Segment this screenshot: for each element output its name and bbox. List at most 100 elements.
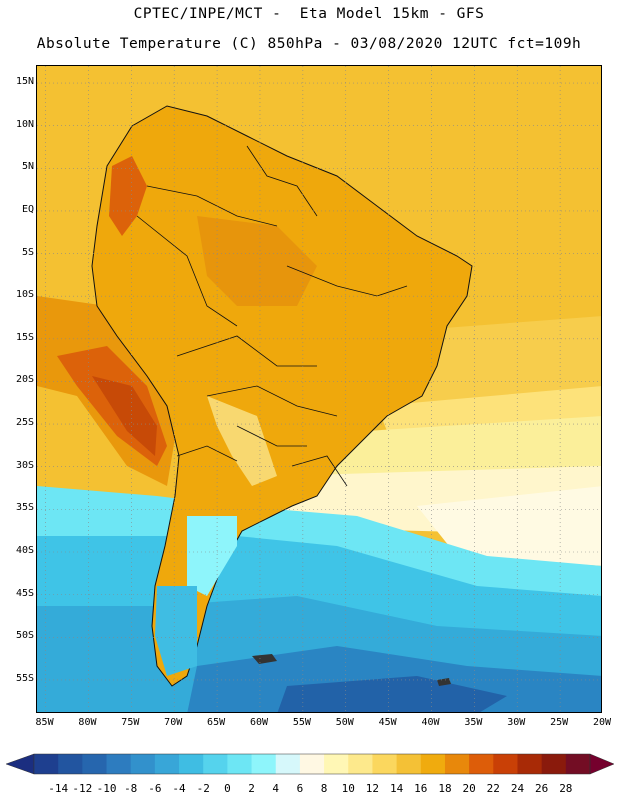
border-line: [176, 445, 238, 462]
longitude-tick-label: 25W: [550, 717, 569, 728]
border-line: [286, 265, 408, 297]
colorbar-swatch: [396, 754, 422, 774]
field-pacific-very-hot: [92, 376, 157, 456]
colorbar-over-arrow: [589, 753, 615, 775]
latitude-tick-label: 40S: [15, 545, 34, 556]
longitude-tick-label: 60W: [249, 717, 268, 728]
colorbar-tick-label: -14: [48, 782, 69, 795]
field-coldest-band: [277, 676, 507, 712]
colorbar-tick-label: 10: [341, 782, 355, 795]
colorbar-tick-label: -2: [196, 782, 210, 795]
latitude-tick-label: 5S: [21, 246, 34, 258]
colorbar-swatch: [275, 754, 301, 774]
longitude-tick-label: 20W: [592, 717, 612, 728]
map-gridlines: [37, 66, 601, 712]
colorbar-tick-label: 26: [535, 782, 549, 795]
colorbar-swatch: [106, 754, 132, 774]
colorbar-tick-label: 28: [559, 782, 573, 795]
colorbar-tick-label: 12: [365, 782, 380, 795]
colorbar-tick-label: -8: [124, 782, 138, 795]
latitude-tick-label: 10N: [15, 118, 34, 130]
colorbar-swatch: [154, 754, 180, 774]
longitude-tick-label: 45W: [378, 717, 397, 728]
field-patagonia-cool: [187, 516, 237, 596]
latitude-tick-label: 45S: [15, 587, 34, 599]
colorbar-swatch: [324, 754, 349, 774]
border-line: [246, 145, 318, 217]
latitude-tick-label: EQ: [21, 203, 34, 215]
colorbar-tick-label: 14: [389, 782, 404, 795]
longitude-tick-label: 35W: [464, 717, 483, 728]
latitude-tick-label: 25S: [15, 417, 34, 429]
colorbar-swatch: [227, 754, 253, 774]
colorbar-swatch: [348, 754, 373, 774]
longitude-tick-label: 50W: [335, 717, 354, 728]
colorbar-swatch: [469, 754, 494, 774]
colorbar-frame: [33, 753, 591, 775]
colorbar-swatch: [517, 754, 543, 774]
colorbar-swatch: [82, 754, 108, 774]
longitude-tick-label: 70W: [164, 717, 183, 728]
border-line: [206, 385, 338, 417]
latitude-tick-label: 30S: [15, 459, 34, 471]
colorbar-swatch: [58, 754, 83, 774]
latitude-tick-label: 35S: [15, 502, 34, 514]
border-line: [136, 215, 238, 327]
falkland-islands: [252, 654, 277, 664]
field-amazon-warm: [197, 216, 317, 306]
colorbar-tick-label: 24: [510, 782, 525, 795]
colorbar-swatch: [420, 754, 446, 774]
field-andes-hot: [109, 156, 147, 236]
colorbar-tick-label: 0: [224, 782, 231, 795]
colorbar-under-arrow: [5, 753, 35, 775]
temperature-map: [36, 65, 602, 713]
latitude-tick-label: 5N: [21, 161, 34, 173]
latitude-tick-label: 50S: [15, 630, 34, 642]
colorbar-swatch: [299, 754, 325, 774]
south-georgia-island: [437, 678, 451, 686]
chart-title-line-1: CPTEC/INPE/MCT - Eta Model 15km - GFS: [133, 6, 485, 22]
colorbar-tick-label: -10: [96, 782, 117, 795]
border-line: [291, 455, 348, 487]
colorbar-tick-label: 16: [414, 782, 428, 795]
colorbar-tick-label: 20: [462, 782, 476, 795]
colorbar-tick-label: 22: [486, 782, 500, 795]
longitude-tick-label: 80W: [78, 717, 97, 728]
latitude-tick-label: 20S: [15, 374, 34, 386]
colorbar-tick-label: -12: [72, 782, 93, 795]
colorbar-tick-label: -6: [148, 782, 162, 795]
latitude-tick-label: 10S: [15, 289, 34, 301]
colorbar-swatch: [565, 754, 591, 774]
field-pale-band: [417, 486, 601, 566]
colorbar-tick-label: 6: [296, 782, 304, 795]
colorbar-swatch: [251, 754, 277, 774]
colorbar-swatch: [493, 754, 518, 774]
colorbar-swatch: [444, 754, 470, 774]
colorbar-swatch: [372, 754, 398, 774]
border-line: [176, 335, 317, 367]
colorbar-swatch: [34, 754, 59, 774]
chart-title-line-2: Absolute Temperature (C) 850hPa - 03/08/…: [36, 36, 582, 52]
colorbar-swatch: [203, 754, 228, 774]
latitude-tick-label: 15S: [15, 331, 34, 343]
longitude-tick-label: 40W: [421, 717, 440, 728]
latitude-tick-label: 15N: [15, 76, 34, 88]
colorbar-swatch: [541, 754, 567, 774]
longitude-tick-label: 55W: [292, 717, 311, 728]
longitude-tick-label: 85W: [35, 717, 54, 728]
map-canvas: [37, 66, 601, 712]
colorbar-tick-label: 4: [272, 782, 280, 795]
longitude-tick-label: 75W: [121, 717, 140, 728]
longitude-tick-label: 30W: [507, 717, 526, 728]
colorbar-swatch: [179, 754, 204, 774]
latitude-tick-label: 55S: [15, 672, 34, 684]
colorbar-tick-label: 18: [438, 782, 452, 795]
field-patagonia-cold: [155, 586, 197, 676]
country-borders: [136, 145, 408, 487]
colorbar-swatch: [130, 754, 156, 774]
longitude-tick-label: 65W: [207, 717, 226, 728]
colorbar-tick-label: 2: [248, 782, 255, 795]
colorbar: [5, 753, 615, 775]
colorbar-tick-label: 8: [320, 782, 328, 795]
field-chaco-mild: [207, 396, 277, 486]
